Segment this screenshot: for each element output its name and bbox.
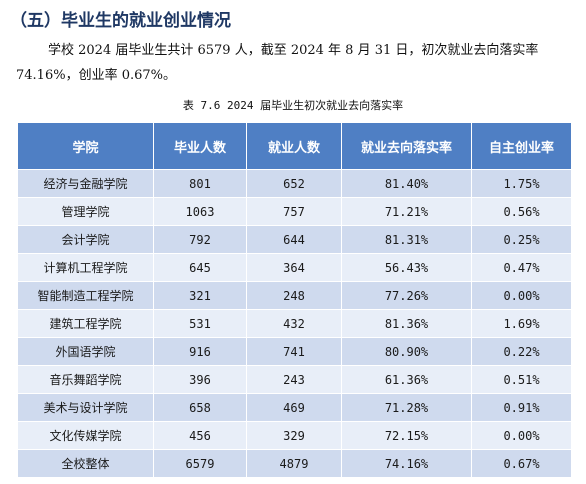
cell-college: 建筑工程学院 [17,309,154,338]
cell-employed: 741 [246,337,342,366]
cell-employed: 4879 [246,449,342,478]
cell-entrepreneurship-rate: 0.25% [471,225,572,254]
cell-college: 计算机工程学院 [17,253,154,282]
cell-employed: 757 [246,197,342,226]
cell-college: 经济与金融学院 [17,169,154,198]
cell-employed: 329 [246,421,342,450]
cell-placement-rate: 61.36% [341,365,472,394]
cell-employed: 469 [246,393,342,422]
cell-employed: 652 [246,169,342,198]
cell-graduates: 321 [153,281,247,310]
cell-college: 音乐舞蹈学院 [17,365,154,394]
cell-entrepreneurship-rate: 0.47% [471,253,572,282]
table-row: 建筑工程学院 531 432 81.36% 1.69% [17,309,572,338]
header-entrepreneurship-rate: 自主创业率 [471,122,572,170]
cell-placement-rate: 72.15% [341,421,472,450]
table-row: 外国语学院 916 741 80.90% 0.22% [17,337,572,366]
cell-graduates: 645 [153,253,247,282]
cell-placement-rate: 81.40% [341,169,472,198]
employment-table: 学院 毕业人数 就业人数 就业去向落实率 自主创业率 经济与金融学院 801 6… [17,122,572,478]
table-row: 会计学院 792 644 81.31% 0.25% [17,225,572,254]
cell-employed: 243 [246,365,342,394]
cell-placement-rate: 71.28% [341,393,472,422]
cell-employed: 644 [246,225,342,254]
header-graduates: 毕业人数 [153,122,247,170]
cell-employed: 248 [246,281,342,310]
table-caption: 表 7.6 2024 届毕业生初次就业去向落实率 [182,99,404,112]
cell-placement-rate: 77.26% [341,281,472,310]
header-placement-rate: 就业去向落实率 [341,122,472,170]
cell-placement-rate: 71.21% [341,197,472,226]
table-row: 音乐舞蹈学院 396 243 61.36% 0.51% [17,365,572,394]
cell-college: 会计学院 [17,225,154,254]
cell-placement-rate: 74.16% [341,449,472,478]
cell-employed: 432 [246,309,342,338]
cell-graduates: 1063 [153,197,247,226]
table-row: 管理学院 1063 757 71.21% 0.56% [17,197,572,226]
cell-employed: 364 [246,253,342,282]
cell-graduates: 531 [153,309,247,338]
cell-entrepreneurship-rate: 0.56% [471,197,572,226]
table-row: 文化传媒学院 456 329 72.15% 0.00% [17,421,572,450]
cell-placement-rate: 80.90% [341,337,472,366]
cell-entrepreneurship-rate: 1.75% [471,169,572,198]
cell-college: 文化传媒学院 [17,421,154,450]
cell-graduates: 801 [153,169,247,198]
cell-entrepreneurship-rate: 1.69% [471,309,572,338]
cell-college: 美术与设计学院 [17,393,154,422]
section-title: （五）毕业生的就业创业情况 [10,11,231,31]
cell-graduates: 456 [153,421,247,450]
cell-college: 管理学院 [17,197,154,226]
cell-entrepreneurship-rate: 0.00% [471,281,572,310]
cell-graduates: 792 [153,225,247,254]
cell-college: 全校整体 [17,449,154,478]
summary-paragraph: 学校 2024 届毕业生共计 6579 人，截至 2024 年 8 月 31 日… [16,43,539,83]
cell-entrepreneurship-rate: 0.67% [471,449,572,478]
table-header-row: 学院 毕业人数 就业人数 就业去向落实率 自主创业率 [17,122,572,170]
cell-entrepreneurship-rate: 0.22% [471,337,572,366]
header-employed: 就业人数 [246,122,342,170]
table-row: 智能制造工程学院 321 248 77.26% 0.00% [17,281,572,310]
table-row-total: 全校整体 6579 4879 74.16% 0.67% [17,449,572,478]
table-row: 美术与设计学院 658 469 71.28% 0.91% [17,393,572,422]
cell-college: 外国语学院 [17,337,154,366]
cell-placement-rate: 81.31% [341,225,472,254]
cell-placement-rate: 81.36% [341,309,472,338]
cell-entrepreneurship-rate: 0.91% [471,393,572,422]
cell-graduates: 396 [153,365,247,394]
header-college: 学院 [17,122,154,170]
cell-graduates: 658 [153,393,247,422]
table-row: 经济与金融学院 801 652 81.40% 1.75% [17,169,572,198]
cell-college: 智能制造工程学院 [17,281,154,310]
cell-entrepreneurship-rate: 0.51% [471,365,572,394]
cell-entrepreneurship-rate: 0.00% [471,421,572,450]
cell-graduates: 6579 [153,449,247,478]
cell-placement-rate: 56.43% [341,253,472,282]
cell-graduates: 916 [153,337,247,366]
table-row: 计算机工程学院 645 364 56.43% 0.47% [17,253,572,282]
